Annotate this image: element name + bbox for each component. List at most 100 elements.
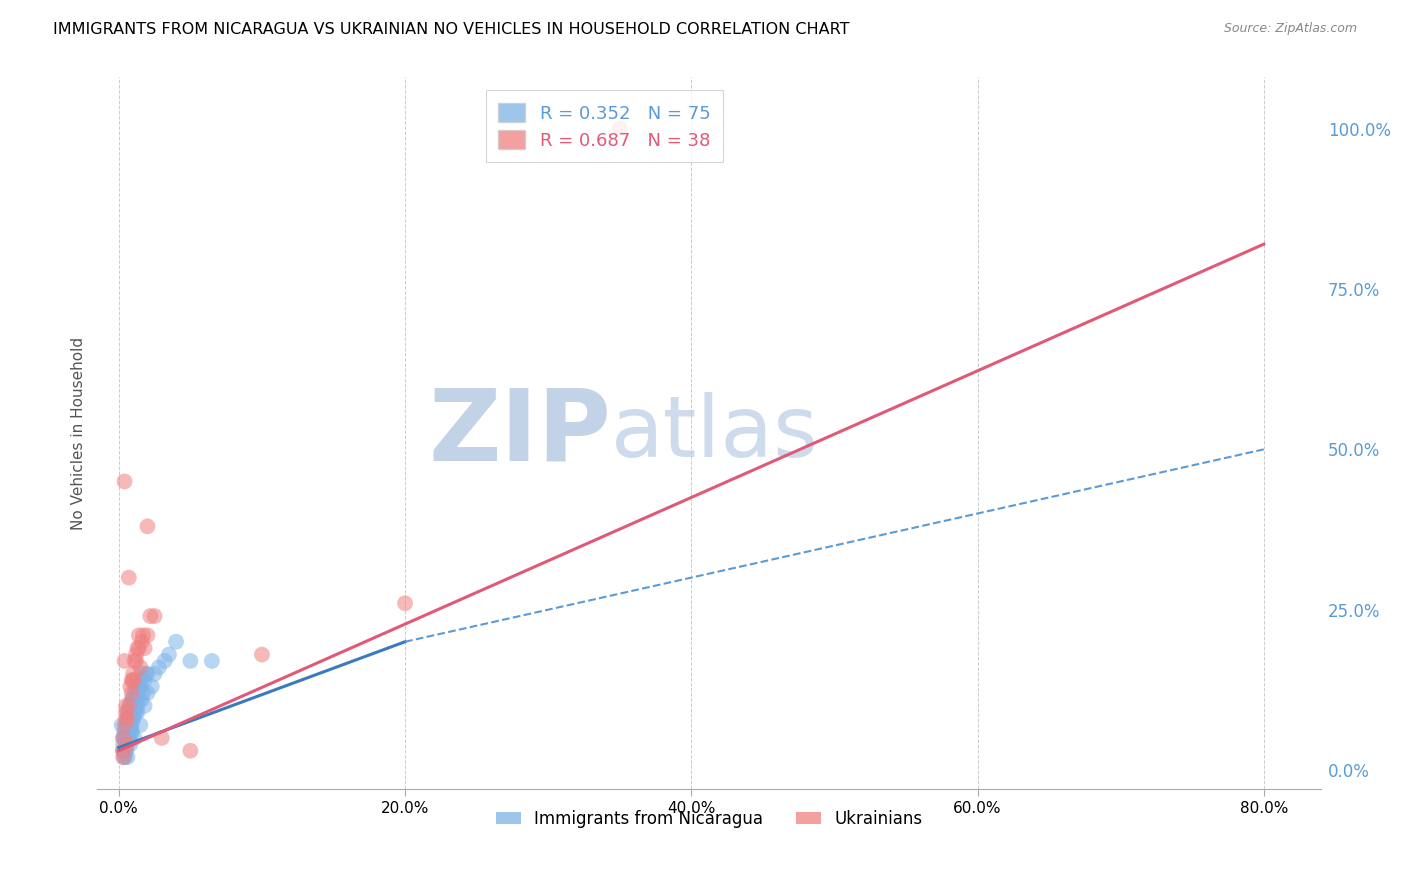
Point <box>128 680 150 694</box>
Point <box>118 731 141 745</box>
Text: ZIP: ZIP <box>429 384 612 482</box>
Point <box>114 724 136 739</box>
Point <box>129 718 152 732</box>
Point <box>165 634 187 648</box>
Point <box>134 673 156 688</box>
Point <box>127 706 149 720</box>
Point <box>609 121 631 136</box>
Point <box>120 712 142 726</box>
Point <box>118 706 141 720</box>
Point <box>121 718 143 732</box>
Point <box>121 724 143 739</box>
Point <box>114 724 136 739</box>
Point <box>122 706 145 720</box>
Point <box>134 698 156 713</box>
Point <box>120 718 142 732</box>
Point <box>125 698 148 713</box>
Point <box>127 686 149 700</box>
Point <box>128 628 150 642</box>
Point <box>115 744 138 758</box>
Point <box>124 686 146 700</box>
Point <box>111 718 134 732</box>
Point <box>125 706 148 720</box>
Point <box>139 609 162 624</box>
Point <box>114 750 136 764</box>
Point <box>118 724 141 739</box>
Text: Source: ZipAtlas.com: Source: ZipAtlas.com <box>1223 22 1357 36</box>
Point <box>127 641 149 656</box>
Point <box>114 731 136 745</box>
Point <box>150 731 173 745</box>
Point <box>129 673 152 688</box>
Point <box>120 698 142 713</box>
Point <box>131 666 153 681</box>
Y-axis label: No Vehicles in Household: No Vehicles in Household <box>72 337 86 530</box>
Point <box>121 673 143 688</box>
Point <box>136 519 159 533</box>
Text: IMMIGRANTS FROM NICARAGUA VS UKRAINIAN NO VEHICLES IN HOUSEHOLD CORRELATION CHAR: IMMIGRANTS FROM NICARAGUA VS UKRAINIAN N… <box>53 22 851 37</box>
Point <box>129 660 152 674</box>
Point <box>117 750 139 764</box>
Point <box>134 641 156 656</box>
Point <box>118 712 141 726</box>
Point <box>117 706 139 720</box>
Point <box>115 737 138 751</box>
Point <box>118 718 141 732</box>
Point <box>250 648 273 662</box>
Text: atlas: atlas <box>612 392 820 475</box>
Point <box>114 475 136 489</box>
Point <box>128 692 150 706</box>
Point <box>120 712 142 726</box>
Point <box>122 712 145 726</box>
Point <box>112 737 135 751</box>
Point <box>135 666 157 681</box>
Point <box>112 744 135 758</box>
Point <box>148 660 170 674</box>
Point <box>121 686 143 700</box>
Point <box>115 744 138 758</box>
Point <box>114 654 136 668</box>
Point <box>122 692 145 706</box>
Point <box>115 731 138 745</box>
Point <box>114 750 136 764</box>
Point <box>120 680 142 694</box>
Point <box>131 692 153 706</box>
Point <box>112 731 135 745</box>
Point <box>114 718 136 732</box>
Point <box>132 686 155 700</box>
Point <box>115 737 138 751</box>
Point <box>121 724 143 739</box>
Point <box>157 648 180 662</box>
Point <box>132 628 155 642</box>
Point <box>125 648 148 662</box>
Point <box>114 731 136 745</box>
Point <box>118 571 141 585</box>
Point <box>179 654 201 668</box>
Point <box>201 654 224 668</box>
Point <box>124 731 146 745</box>
Point <box>115 718 138 732</box>
Point <box>112 744 135 758</box>
Point <box>131 634 153 648</box>
Point <box>143 609 166 624</box>
Point <box>121 712 143 726</box>
Point <box>117 724 139 739</box>
Point <box>115 712 138 726</box>
Point <box>124 706 146 720</box>
Point <box>141 680 163 694</box>
Point <box>117 718 139 732</box>
Point <box>136 666 159 681</box>
Point <box>153 654 176 668</box>
Point <box>122 673 145 688</box>
Point <box>122 673 145 688</box>
Point <box>179 744 201 758</box>
Point <box>112 731 135 745</box>
Point <box>122 666 145 681</box>
Legend: Immigrants from Nicaragua, Ukrainians: Immigrants from Nicaragua, Ukrainians <box>489 803 929 834</box>
Point <box>115 698 138 713</box>
Point <box>117 737 139 751</box>
Point <box>127 698 149 713</box>
Point <box>125 680 148 694</box>
Point <box>112 744 135 758</box>
Point <box>136 628 159 642</box>
